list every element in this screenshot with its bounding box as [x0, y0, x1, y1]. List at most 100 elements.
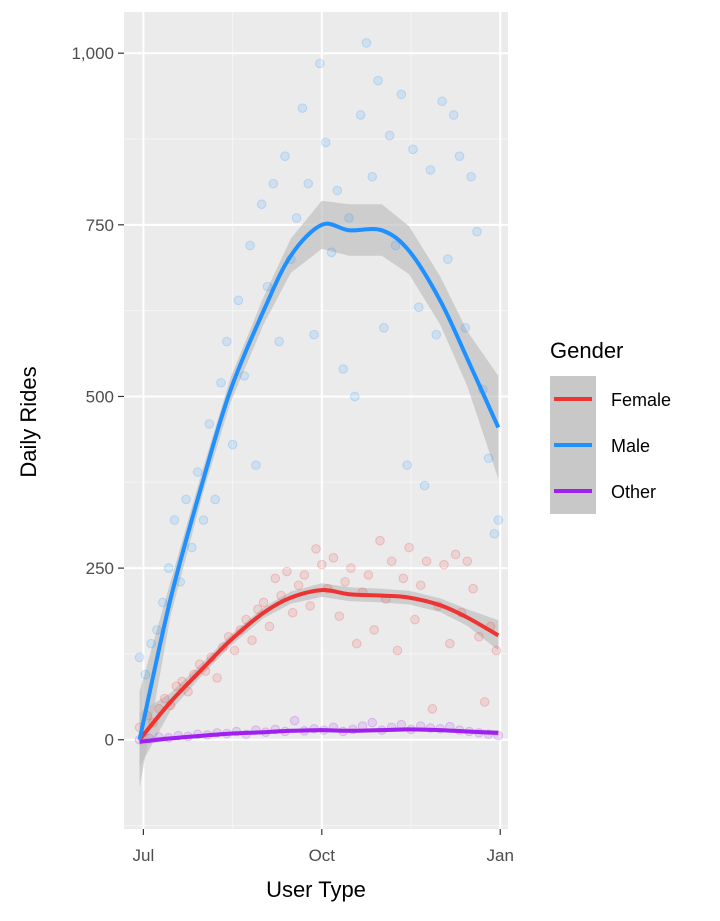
- point-female: [410, 614, 420, 625]
- point-male: [274, 336, 284, 347]
- line-other: [139, 727, 499, 744]
- point-male: [483, 453, 494, 464]
- point-male: [204, 419, 215, 429]
- point-male: [373, 75, 383, 86]
- point-female: [287, 607, 298, 618]
- point-male: [349, 391, 360, 402]
- legend-keys: Female Male Other: [550, 376, 671, 514]
- point-female: [474, 631, 484, 642]
- point-male: [233, 295, 244, 306]
- point-female: [299, 570, 310, 580]
- point-female: [398, 573, 409, 584]
- point-male: [413, 302, 424, 313]
- point-male: [437, 96, 447, 107]
- point-female: [491, 645, 502, 656]
- point-male: [163, 563, 174, 573]
- legend-label-female: Female: [611, 390, 671, 410]
- point-male: [303, 178, 314, 189]
- point-male: [187, 542, 197, 553]
- point-male: [245, 240, 255, 251]
- point-male: [262, 281, 273, 292]
- point-male: [384, 130, 395, 141]
- point-other: [289, 715, 300, 726]
- plot-panel: [124, 12, 508, 829]
- point-male: [338, 364, 348, 374]
- point-male: [181, 494, 191, 505]
- point-male: [425, 165, 436, 175]
- point-male: [210, 494, 220, 505]
- legend-label-male: Male: [611, 436, 650, 456]
- point-male: [431, 329, 442, 340]
- point-male: [466, 171, 476, 182]
- point-other: [367, 717, 378, 728]
- point-male: [239, 371, 250, 381]
- point-male: [256, 199, 267, 210]
- point-female: [247, 635, 257, 645]
- y-axis-title: Daily Rides: [16, 366, 41, 477]
- y-tick-label: 1,000: [71, 44, 114, 63]
- point-female: [340, 577, 350, 587]
- y-axis: 0 250 500 750 1,000: [71, 44, 124, 750]
- point-male: [134, 652, 145, 663]
- point-female: [183, 686, 193, 697]
- point-female: [293, 580, 304, 591]
- x-axis-title: User Type: [266, 877, 366, 902]
- point-male: [460, 323, 471, 333]
- point-male: [332, 185, 343, 196]
- point-female: [229, 645, 240, 656]
- point-male: [454, 151, 465, 161]
- point-male: [448, 110, 459, 120]
- point-female: [305, 601, 315, 611]
- point-male: [367, 171, 378, 182]
- point-male: [140, 669, 151, 680]
- point-female: [375, 535, 385, 546]
- point-female: [392, 645, 403, 656]
- point-female: [171, 681, 182, 691]
- line-female: [137, 588, 500, 742]
- point-male: [157, 597, 168, 608]
- point-female: [177, 676, 187, 687]
- x-tick-label: Oct: [309, 846, 336, 865]
- line-male: [137, 221, 501, 741]
- point-female: [270, 573, 281, 584]
- point-male: [390, 240, 401, 251]
- point-male: [152, 625, 162, 635]
- y-tick-label: 0: [105, 731, 114, 750]
- point-female: [450, 549, 461, 560]
- point-male: [493, 515, 504, 525]
- point-female: [415, 580, 426, 591]
- y-tick-label: 500: [86, 387, 114, 406]
- point-male: [326, 247, 337, 258]
- x-tick-label: Jul: [133, 846, 155, 865]
- point-male: [396, 89, 407, 100]
- point-male: [216, 377, 226, 388]
- point-female: [439, 559, 449, 570]
- x-axis: Jul Oct Jan: [133, 829, 514, 865]
- point-male: [251, 460, 261, 470]
- x-tick-label: Jan: [487, 846, 514, 865]
- smooth-lines: [137, 221, 501, 744]
- point-female: [159, 693, 170, 704]
- point-female: [212, 673, 222, 683]
- legend: Gender Female Male Other: [550, 338, 671, 514]
- point-male: [402, 460, 412, 470]
- point-female: [427, 704, 438, 714]
- point-male: [443, 254, 453, 264]
- point-male: [315, 58, 325, 69]
- point-male: [198, 515, 209, 525]
- point-female: [334, 611, 345, 621]
- point-female: [258, 597, 269, 608]
- point-male: [419, 480, 430, 491]
- y-tick-label: 250: [86, 559, 114, 578]
- point-female: [363, 570, 374, 580]
- point-female: [317, 559, 327, 570]
- point-male: [192, 467, 203, 477]
- point-female: [346, 563, 356, 573]
- point-female: [194, 659, 205, 670]
- point-male: [379, 323, 389, 333]
- point-male: [489, 528, 500, 539]
- point-male: [320, 137, 331, 148]
- point-female: [421, 556, 432, 567]
- legend-title: Gender: [550, 338, 623, 363]
